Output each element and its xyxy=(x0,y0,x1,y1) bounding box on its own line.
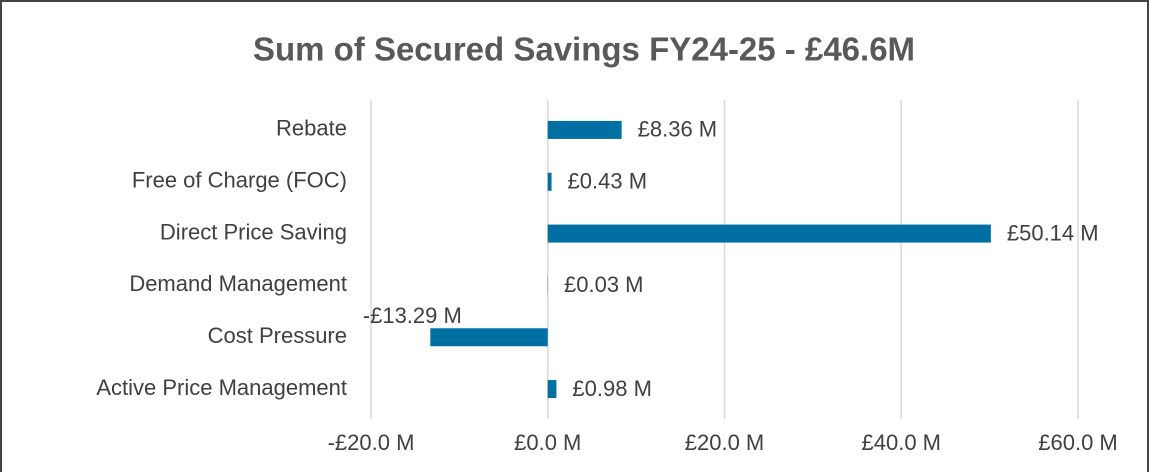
y-tick-label: Cost Pressure xyxy=(208,323,347,348)
data-label: £0.43 M xyxy=(568,169,648,194)
x-tick-label: £60.0 M xyxy=(1038,430,1118,455)
data-label: £50.14 M xyxy=(1007,220,1099,245)
x-tick-label: £40.0 M xyxy=(862,430,942,455)
x-tick-label: -£20.0 M xyxy=(328,430,415,455)
chart-title: Sum of Secured Savings FY24-25 - £46.6M xyxy=(253,31,915,68)
data-label: -£13.29 M xyxy=(363,303,462,328)
data-label: £0.98 M xyxy=(572,376,652,401)
bar xyxy=(547,224,991,243)
y-tick-label: Rebate xyxy=(276,116,347,141)
x-tick-label: £20.0 M xyxy=(685,430,765,455)
bar xyxy=(547,120,622,139)
y-tick-label: Active Price Management xyxy=(96,375,347,400)
bar xyxy=(430,328,548,347)
data-label: £0.03 M xyxy=(564,272,644,297)
y-tick-label: Direct Price Saving xyxy=(160,219,347,244)
x-tick-label: £0.0 M xyxy=(514,430,581,455)
bar xyxy=(547,172,552,191)
y-tick-label: Free of Charge (FOC) xyxy=(132,168,347,193)
data-label: £8.36 M xyxy=(638,117,718,142)
bar xyxy=(547,380,557,399)
y-tick-label: Demand Management xyxy=(129,271,347,296)
